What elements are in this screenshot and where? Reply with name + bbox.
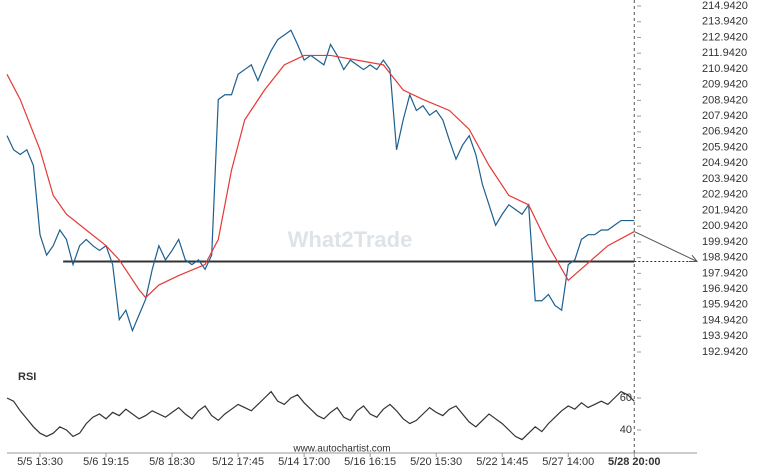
y-tick-label: 204.9420 (702, 157, 748, 169)
y-tick-label: 208.9420 (702, 94, 748, 106)
x-tick-label: 5/12 17:45 (212, 456, 264, 468)
y-tick-label: 40 (620, 424, 632, 436)
y-tick-label: 205.9420 (702, 141, 748, 153)
y-tick-label: 203.9420 (702, 173, 748, 185)
series-line (6, 29, 635, 333)
y-tick-label: 192.9420 (702, 346, 748, 358)
y-tick-label: 196.9420 (702, 283, 748, 295)
x-tick-label: 5/8 18:30 (149, 456, 195, 468)
y-tick-label: 194.9420 (702, 314, 748, 326)
x-tick-label: 5/16 16:15 (344, 456, 396, 468)
forecast-arrow (634, 231, 698, 262)
x-tick-label: 5/22 14:45 (476, 456, 528, 468)
y-tick-label: 210.9420 (702, 63, 748, 75)
y-tick-label: 197.9420 (702, 267, 748, 279)
y-tick-label: 206.9420 (702, 126, 748, 138)
y-tick-label: 213.9420 (702, 16, 748, 28)
y-tick-label: 200.9420 (702, 220, 748, 232)
y-tick-label: 60 (620, 392, 632, 404)
x-tick-label: 5/14 17:00 (278, 456, 330, 468)
x-tick-label: 5/27 14:00 (542, 456, 594, 468)
y-tick-label: 202.9420 (702, 189, 748, 201)
arrow-head (688, 254, 699, 262)
x-tick-label: 5/28 20:00 (608, 456, 661, 468)
y-tick-label: 198.9420 (702, 252, 748, 264)
series-line (6, 54, 635, 299)
y-tick-label: 199.9420 (702, 236, 748, 248)
y-tick-label: 212.9420 (702, 31, 748, 43)
y-tick-label: 207.9420 (702, 110, 748, 122)
y-tick-label: 209.9420 (702, 79, 748, 91)
panel-title: RSI (18, 371, 36, 383)
y-tick-label: 195.9420 (702, 299, 748, 311)
x-tick-label: 5/6 19:15 (83, 456, 129, 468)
y-tick-label: 193.9420 (702, 330, 748, 342)
series-line (6, 390, 635, 441)
source: www.autochartist.com (292, 444, 390, 455)
watermark: What2Trade (288, 227, 413, 252)
y-tick-label: 214.9420 (702, 0, 748, 12)
y-tick-label: 211.9420 (702, 47, 747, 59)
y-tick-label: 201.9420 (702, 204, 748, 216)
x-tick-label: 5/5 13:30 (17, 456, 63, 468)
x-tick-label: 5/20 15:30 (410, 456, 462, 468)
